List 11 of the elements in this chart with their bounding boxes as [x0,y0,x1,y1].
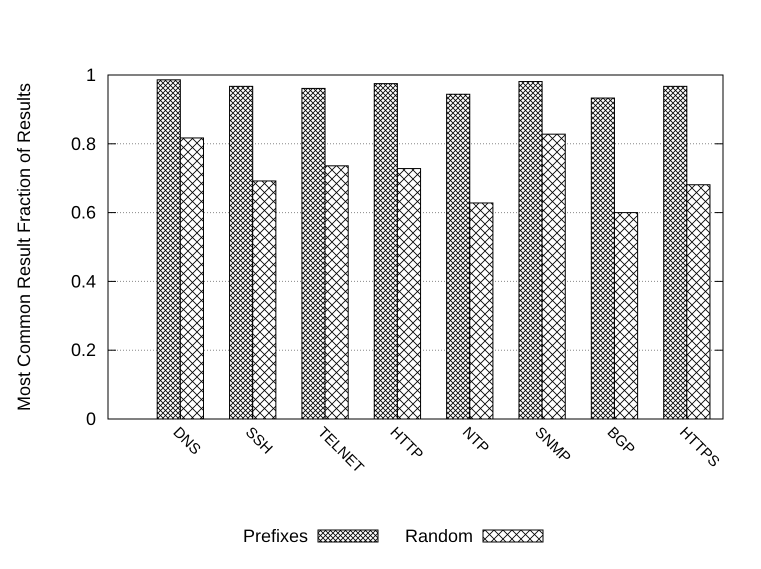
y-tick-label: 0.2 [70,340,96,360]
y-axis-title: Most Common Result Fraction of Results [14,82,34,412]
legend-label: Random [404,526,473,546]
legend-label: Prefixes [242,526,308,546]
x-tick-label: BGP [604,424,638,458]
y-tick-label: 0.6 [70,202,96,223]
y-tick-label: 0 [86,409,96,429]
y-tick-label: 0.4 [70,271,96,292]
y-tick-label: 0.8 [70,134,96,154]
x-tick-label: NTP [458,424,492,458]
y-tick-label: 1 [86,65,96,85]
